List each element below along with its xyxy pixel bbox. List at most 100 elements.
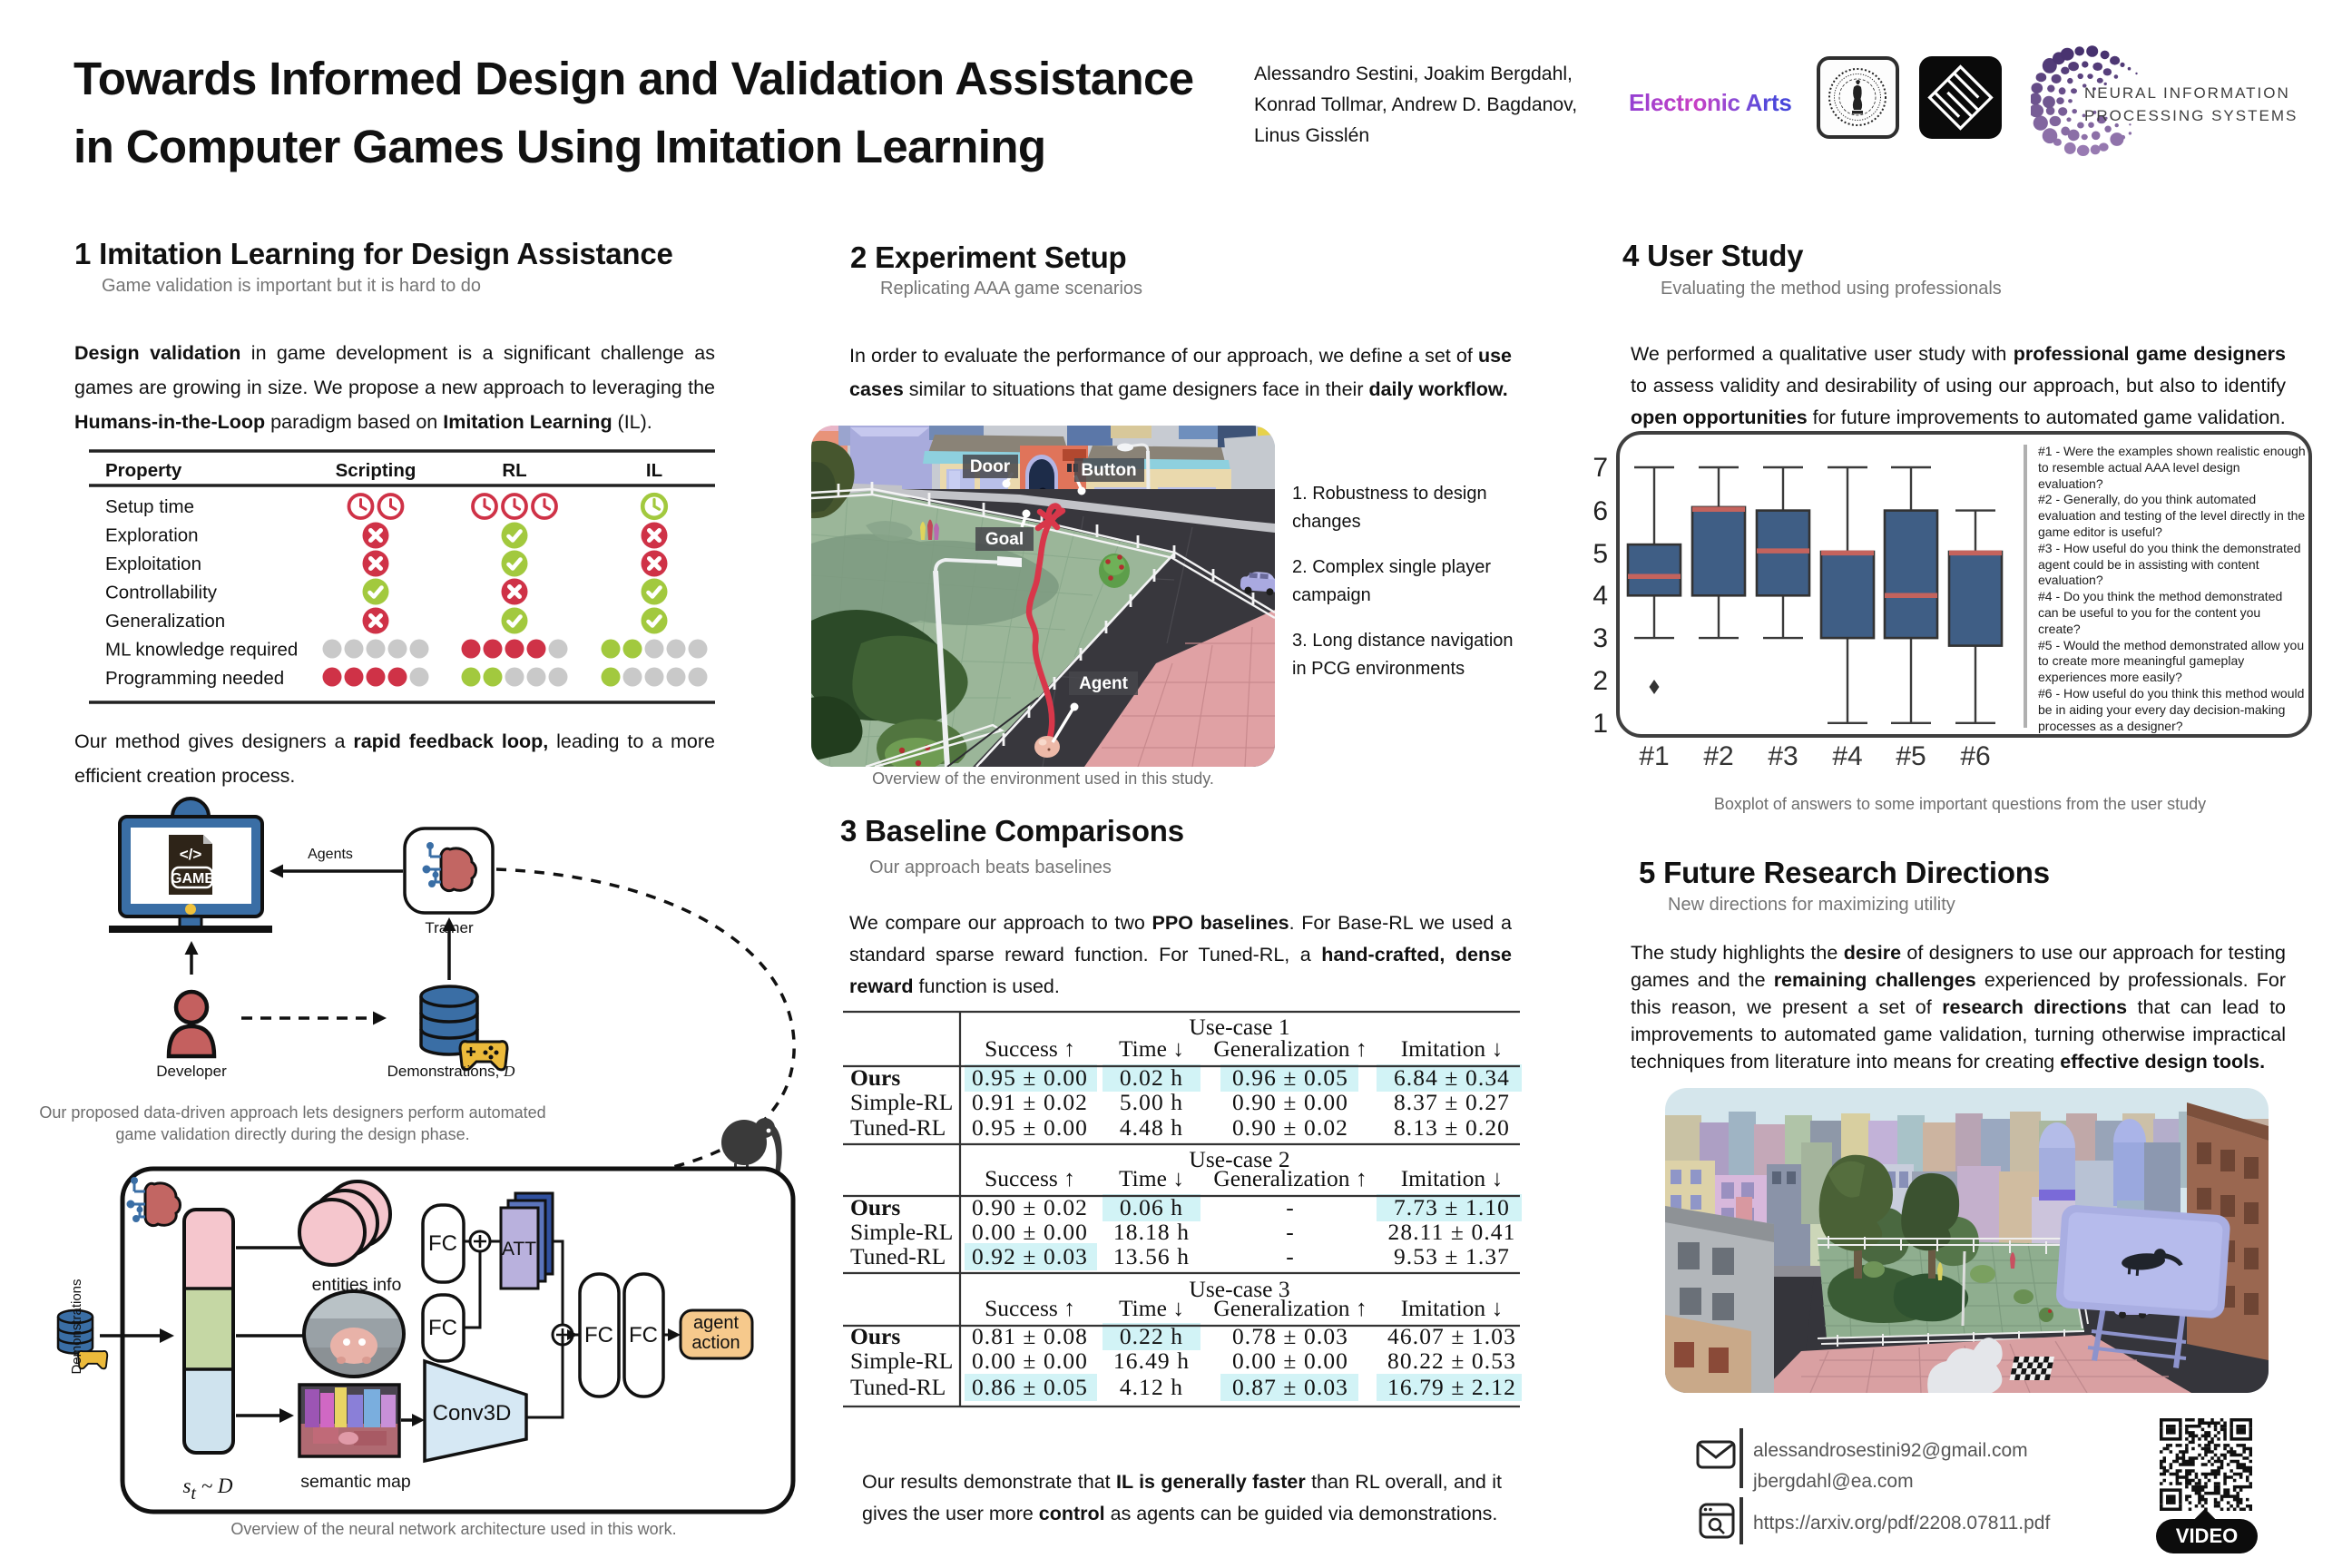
svg-text:Success ↑: Success ↑ [985, 1035, 1075, 1062]
svg-text:46.07 ± 1.03: 46.07 ± 1.03 [1387, 1323, 1516, 1349]
svg-text:Controllability: Controllability [105, 583, 218, 603]
svg-text:FC: FC [584, 1323, 613, 1348]
svg-text:Scripting: Scripting [336, 460, 416, 481]
svg-text:13.56 h: 13.56 h [1113, 1243, 1190, 1269]
svg-text:Exploitation: Exploitation [105, 554, 201, 574]
svg-text:1: 1 [1592, 709, 1608, 739]
svg-text:7: 7 [1592, 453, 1608, 483]
svg-text:80.22 ± 0.53: 80.22 ± 0.53 [1387, 1348, 1516, 1374]
svg-text:entities info: entities info [312, 1275, 402, 1295]
svg-text:Tuned-RL: Tuned-RL [850, 1114, 946, 1141]
svg-text:4.12 h: 4.12 h [1120, 1374, 1183, 1400]
svg-text:16.79 ± 2.12: 16.79 ± 2.12 [1387, 1374, 1516, 1400]
svg-text:Door: Door [970, 457, 1011, 476]
svg-text:Property: Property [105, 460, 182, 481]
svg-text:5.00 h: 5.00 h [1120, 1089, 1183, 1115]
svg-text:Time ↓: Time ↓ [1119, 1165, 1184, 1191]
svg-text:Conv3D: Conv3D [433, 1401, 512, 1426]
svg-text:Programming needed: Programming needed [105, 668, 284, 689]
svg-text:0.78 ± 0.03: 0.78 ± 0.03 [1232, 1323, 1348, 1349]
svg-text:8.37 ± 0.27: 8.37 ± 0.27 [1394, 1089, 1510, 1115]
svg-text:</>: </> [180, 846, 202, 863]
svg-text:28.11 ± 0.41: 28.11 ± 0.41 [1388, 1219, 1516, 1245]
svg-text:semantic map: semantic map [300, 1472, 411, 1492]
svg-text:9.53 ± 1.37: 9.53 ± 1.37 [1394, 1243, 1510, 1269]
svg-text:Generalization ↑: Generalization ↑ [1213, 1035, 1367, 1062]
svg-text:#1: #1 [1639, 741, 1669, 771]
svg-text:0.87 ± 0.03: 0.87 ± 0.03 [1232, 1374, 1348, 1400]
svg-text:Developer: Developer [156, 1063, 227, 1080]
svg-text:action: action [691, 1333, 740, 1353]
svg-text:8.13 ± 0.20: 8.13 ± 0.20 [1394, 1114, 1510, 1141]
svg-text:0.96 ± 0.05: 0.96 ± 0.05 [1232, 1064, 1348, 1091]
svg-text:Ours: Ours [850, 1064, 900, 1091]
svg-text:Ours: Ours [850, 1323, 900, 1349]
svg-text:5: 5 [1592, 539, 1608, 569]
svg-text:RL: RL [502, 460, 526, 481]
svg-text:18.18 h: 18.18 h [1113, 1219, 1190, 1245]
svg-text:0.95 ± 0.00: 0.95 ± 0.00 [972, 1114, 1088, 1141]
svg-text:#4: #4 [1832, 741, 1862, 771]
svg-text:6: 6 [1592, 496, 1608, 526]
svg-text:Generalization ↑: Generalization ↑ [1213, 1165, 1367, 1191]
svg-text:Imitation ↓: Imitation ↓ [1401, 1165, 1504, 1191]
svg-text:Simple-RL: Simple-RL [850, 1348, 953, 1374]
svg-text:Tuned-RL: Tuned-RL [850, 1243, 946, 1269]
svg-text:6.84 ± 0.34: 6.84 ± 0.34 [1394, 1064, 1510, 1091]
svg-text:0.00 ± 0.00: 0.00 ± 0.00 [1232, 1348, 1348, 1374]
svg-text:Generalization ↑: Generalization ↑ [1213, 1295, 1367, 1321]
svg-text:2: 2 [1592, 666, 1608, 696]
svg-text:Success ↑: Success ↑ [985, 1165, 1075, 1191]
svg-text:Button: Button [1081, 461, 1136, 480]
svg-text:0.91 ± 0.02: 0.91 ± 0.02 [972, 1089, 1088, 1115]
svg-text:agent: agent [693, 1313, 739, 1333]
svg-text:0.90 ± 0.00: 0.90 ± 0.00 [1232, 1089, 1348, 1115]
svg-text:FC: FC [428, 1316, 457, 1340]
svg-text:4: 4 [1592, 581, 1608, 611]
svg-text:Setup time: Setup time [105, 496, 194, 517]
svg-text:ATT: ATT [502, 1239, 536, 1259]
svg-text:Time ↓: Time ↓ [1119, 1035, 1184, 1062]
svg-text:Simple-RL: Simple-RL [850, 1089, 953, 1115]
svg-text:0.95 ± 0.00: 0.95 ± 0.00 [972, 1064, 1088, 1091]
svg-text:16.49 h: 16.49 h [1113, 1348, 1190, 1374]
svg-text:-: - [1286, 1194, 1295, 1220]
svg-text:Time ↓: Time ↓ [1119, 1295, 1184, 1321]
svg-text:#3: #3 [1768, 741, 1798, 771]
svg-text:Imitation ↓: Imitation ↓ [1401, 1035, 1504, 1062]
svg-text:0.00 ± 0.00: 0.00 ± 0.00 [972, 1348, 1088, 1374]
svg-text:0.02 h: 0.02 h [1120, 1064, 1183, 1091]
svg-text:Simple-RL: Simple-RL [850, 1219, 953, 1245]
svg-text:Agent: Agent [1079, 674, 1129, 693]
svg-text:GAME: GAME [171, 871, 214, 887]
svg-text:4.48 h: 4.48 h [1120, 1114, 1183, 1141]
svg-text:Use-case 2: Use-case 2 [1189, 1146, 1289, 1172]
svg-text:Agents: Agents [308, 847, 353, 862]
svg-text:Success ↑: Success ↑ [985, 1295, 1075, 1321]
svg-text:Use-case 1: Use-case 1 [1189, 1014, 1289, 1040]
svg-text:3: 3 [1592, 623, 1608, 653]
svg-text:IL: IL [646, 460, 662, 481]
svg-text:7.73 ± 1.10: 7.73 ± 1.10 [1394, 1194, 1510, 1220]
svg-text:0.22 h: 0.22 h [1120, 1323, 1183, 1349]
svg-text:#6: #6 [1960, 741, 1990, 771]
svg-text:0.90 ± 0.02: 0.90 ± 0.02 [1232, 1114, 1348, 1141]
svg-text:FC: FC [428, 1231, 457, 1256]
svg-text:0.06 h: 0.06 h [1120, 1194, 1183, 1220]
svg-text:#2: #2 [1703, 741, 1733, 771]
svg-text:Generalization: Generalization [105, 611, 225, 632]
svg-text:Goal: Goal [985, 530, 1024, 549]
svg-text:Ours: Ours [850, 1194, 900, 1220]
svg-text:FC: FC [629, 1323, 658, 1348]
svg-text:-: - [1286, 1243, 1295, 1269]
svg-text:#5: #5 [1896, 741, 1926, 771]
svg-text:Demonstrations, D: Demonstrations, D [387, 1063, 516, 1080]
svg-text:0.00 ± 0.00: 0.00 ± 0.00 [972, 1219, 1088, 1245]
svg-text:0.86 ± 0.05: 0.86 ± 0.05 [972, 1374, 1088, 1400]
svg-text:0.90 ± 0.02: 0.90 ± 0.02 [972, 1194, 1088, 1220]
svg-text:Exploration: Exploration [105, 525, 199, 546]
svg-text:Use-case 3: Use-case 3 [1189, 1276, 1289, 1302]
svg-text:0.92 ± 0.03: 0.92 ± 0.03 [972, 1243, 1088, 1269]
svg-text:ML knowledge required: ML knowledge required [105, 640, 298, 661]
svg-text:Imitation ↓: Imitation ↓ [1401, 1295, 1504, 1321]
